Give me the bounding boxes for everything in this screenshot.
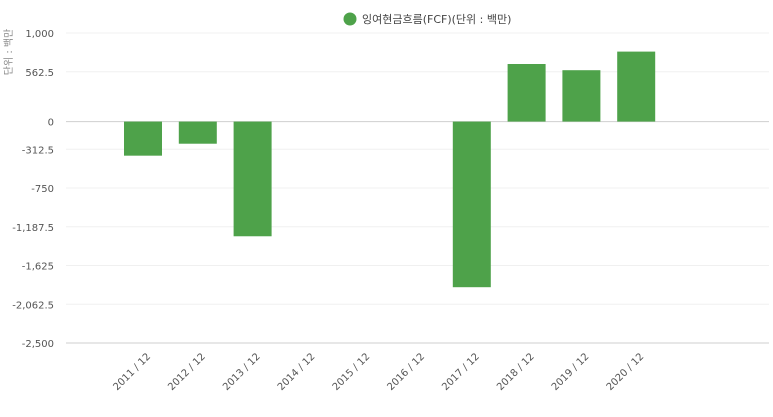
x-tick-label: 2019 / 12 — [550, 351, 592, 393]
bar[interactable] — [452, 121, 491, 288]
x-tick-label: 2012 / 12 — [166, 351, 208, 393]
bar[interactable] — [124, 121, 162, 156]
x-axis-ticks: 2011 / 12 2012 / 12 2013 / 12 2014 / 12 2015… — [111, 351, 646, 393]
y-tick-label: -312.5 — [22, 145, 54, 156]
bar[interactable] — [178, 121, 217, 144]
y-tick-label: 1,000 — [25, 29, 54, 40]
x-tick-label: 2020 / 12 — [605, 351, 647, 393]
x-tick-label: 2017 / 12 — [440, 351, 482, 393]
grid-lines — [66, 32, 769, 344]
y-tick-label: 562.5 — [25, 68, 54, 79]
y-tick-label: 0 — [48, 118, 54, 129]
legend[interactable]: 잉여현금흐름(FCF)(단위 : 백만) — [343, 12, 512, 27]
y-tick-label: -2,062.5 — [12, 300, 54, 311]
y-tick-label: -2,500 — [22, 339, 54, 350]
y-axis-ticks: 1,000 562.5 0 -312.5 -750 -1,187.5 -1,625 -2,06… — [12, 29, 54, 350]
legend-marker — [343, 12, 357, 26]
legend-label: 잉여현금흐름(FCF)(단위 : 백만) — [362, 13, 511, 26]
x-tick-label: 2014 / 12 — [276, 351, 318, 393]
bar[interactable] — [507, 64, 546, 122]
x-tick-label: 2015 / 12 — [331, 351, 373, 393]
x-tick-label: 2018 / 12 — [495, 351, 537, 393]
bar[interactable] — [617, 51, 656, 122]
y-axis-label: 단위 : 백만 — [2, 29, 15, 76]
x-tick-label: 2011 / 12 — [111, 351, 153, 393]
y-tick-label: -1,187.5 — [12, 223, 54, 234]
bars — [124, 51, 656, 288]
y-tick-label: -750 — [31, 184, 54, 195]
bar[interactable] — [562, 70, 601, 122]
x-tick-label: 2013 / 12 — [221, 351, 263, 393]
x-tick-label: 2016 / 12 — [385, 351, 427, 393]
y-tick-label: -1,625 — [22, 262, 54, 273]
bar[interactable] — [233, 121, 272, 237]
